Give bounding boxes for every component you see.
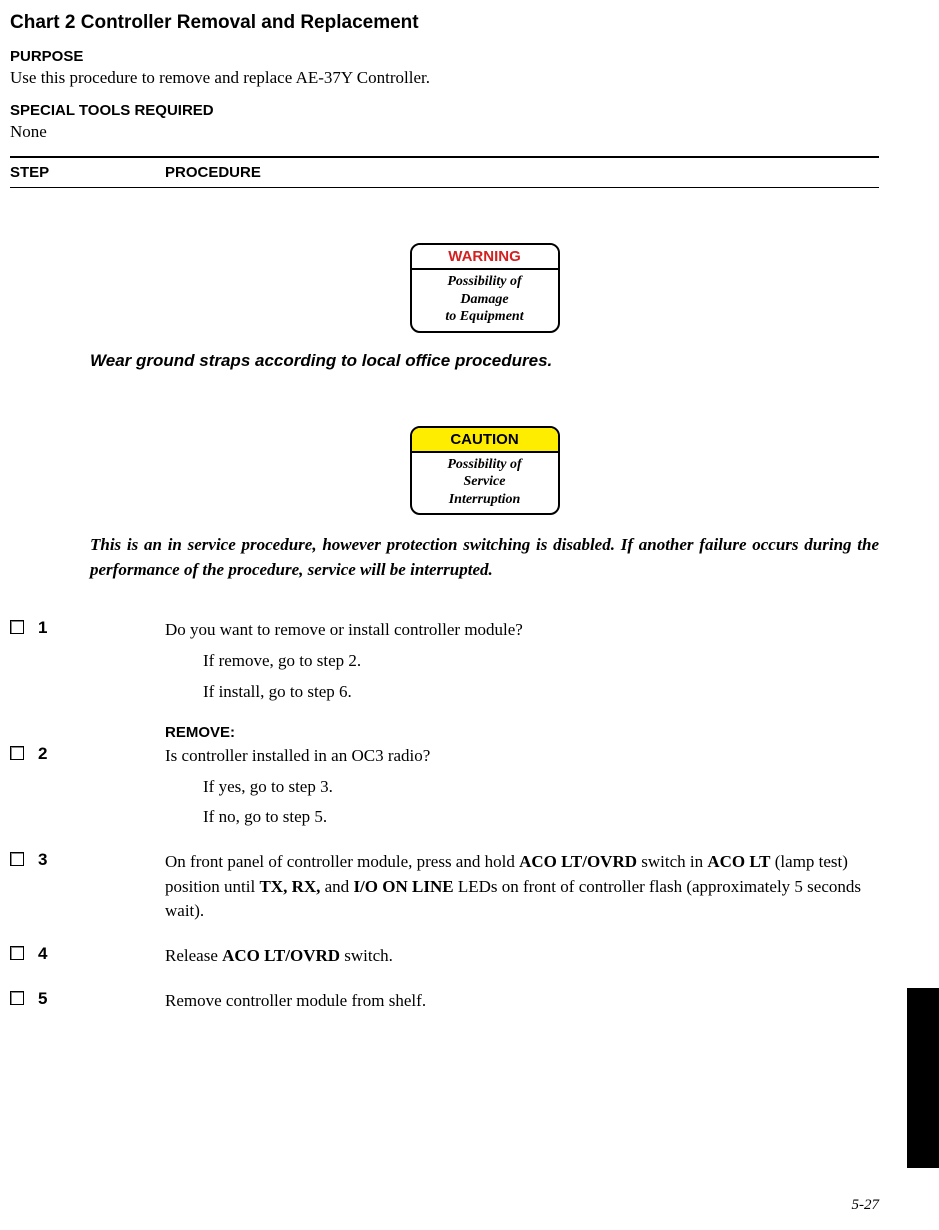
step-option-b: If no, go to step 5. <box>165 805 879 830</box>
step-option-b: If install, go to step 6. <box>165 680 879 705</box>
checkbox-icon[interactable] <box>10 746 24 760</box>
procedure-column-header: PROCEDURE <box>165 164 261 181</box>
step-number: 5 <box>38 989 165 1009</box>
step-number: 1 <box>38 618 165 638</box>
page-number: 5-27 <box>852 1197 880 1214</box>
warning-label: WARNING <box>412 245 558 268</box>
step-option-a: If yes, go to step 3. <box>165 775 879 800</box>
warning-line1: Possibility of <box>447 274 521 289</box>
text: switch. <box>340 946 393 965</box>
bold: TX, RX, <box>259 877 320 896</box>
chart-title: Chart 2 Controller Removal and Replaceme… <box>10 12 879 34</box>
step-3: 3 On front panel of controller module, p… <box>10 850 879 924</box>
step-1: 1 Do you want to remove or install contr… <box>10 618 879 704</box>
caution-line3: Interruption <box>449 492 521 507</box>
remove-heading: REMOVE: <box>165 724 879 741</box>
checkbox-icon[interactable] <box>10 991 24 1005</box>
warning-box: WARNING Possibility of Damage to Equipme… <box>410 243 560 333</box>
caution-block: CAUTION Possibility of Service Interrupt… <box>10 426 879 583</box>
caution-line1: Possibility of <box>447 457 521 472</box>
step-body: Remove controller module from shelf. <box>165 989 879 1014</box>
text: Release <box>165 946 222 965</box>
warning-line2: Damage <box>460 292 508 307</box>
purpose-text: Use this procedure to remove and replace… <box>10 68 879 88</box>
step-number: 4 <box>38 944 165 964</box>
bold: ACO LT <box>707 852 770 871</box>
tools-text: None <box>10 122 879 142</box>
step-number: 2 <box>38 744 165 764</box>
checkbox-icon[interactable] <box>10 946 24 960</box>
warning-line3: to Equipment <box>445 309 523 324</box>
column-headers: STEP PROCEDURE <box>10 164 879 181</box>
bold: ACO LT/OVRD <box>519 852 637 871</box>
checkbox-icon[interactable] <box>10 620 24 634</box>
warning-text: Wear ground straps according to local of… <box>90 351 879 371</box>
caution-box-body: Possibility of Service Interruption <box>412 451 558 514</box>
text: switch in <box>637 852 707 871</box>
step-text: Remove controller module from shelf. <box>165 991 426 1010</box>
purpose-heading: PURPOSE <box>10 48 879 65</box>
step-body: Is controller installed in an OC3 radio?… <box>165 744 879 830</box>
step-body: On front panel of controller module, pre… <box>165 850 879 924</box>
bold: ACO LT/OVRD <box>222 946 340 965</box>
tools-heading: SPECIAL TOOLS REQUIRED <box>10 102 879 119</box>
step-4: 4 Release ACO LT/OVRD switch. <box>10 944 879 969</box>
text: and <box>320 877 353 896</box>
step-5: 5 Remove controller module from shelf. <box>10 989 879 1014</box>
step-option-a: If remove, go to step 2. <box>165 649 879 674</box>
caution-line2: Service <box>464 474 506 489</box>
warning-box-body: Possibility of Damage to Equipment <box>412 268 558 331</box>
side-tab <box>907 988 939 1168</box>
step-question: Is controller installed in an OC3 radio? <box>165 746 430 765</box>
step-body: Release ACO LT/OVRD switch. <box>165 944 879 969</box>
step-question: Do you want to remove or install control… <box>165 620 523 639</box>
divider-thin <box>10 187 879 188</box>
text: On front panel of controller module, pre… <box>165 852 519 871</box>
caution-text: This is an in service procedure, however… <box>90 533 879 582</box>
step-column-header: STEP <box>10 164 165 181</box>
warning-block: WARNING Possibility of Damage to Equipme… <box>10 243 879 371</box>
step-2: 2 Is controller installed in an OC3 radi… <box>10 744 879 830</box>
bold: I/O ON LINE <box>353 877 453 896</box>
divider <box>10 156 879 158</box>
checkbox-icon[interactable] <box>10 852 24 866</box>
caution-box: CAUTION Possibility of Service Interrupt… <box>410 426 560 516</box>
step-body: Do you want to remove or install control… <box>165 618 879 704</box>
caution-label: CAUTION <box>412 428 558 451</box>
step-number: 3 <box>38 850 165 870</box>
